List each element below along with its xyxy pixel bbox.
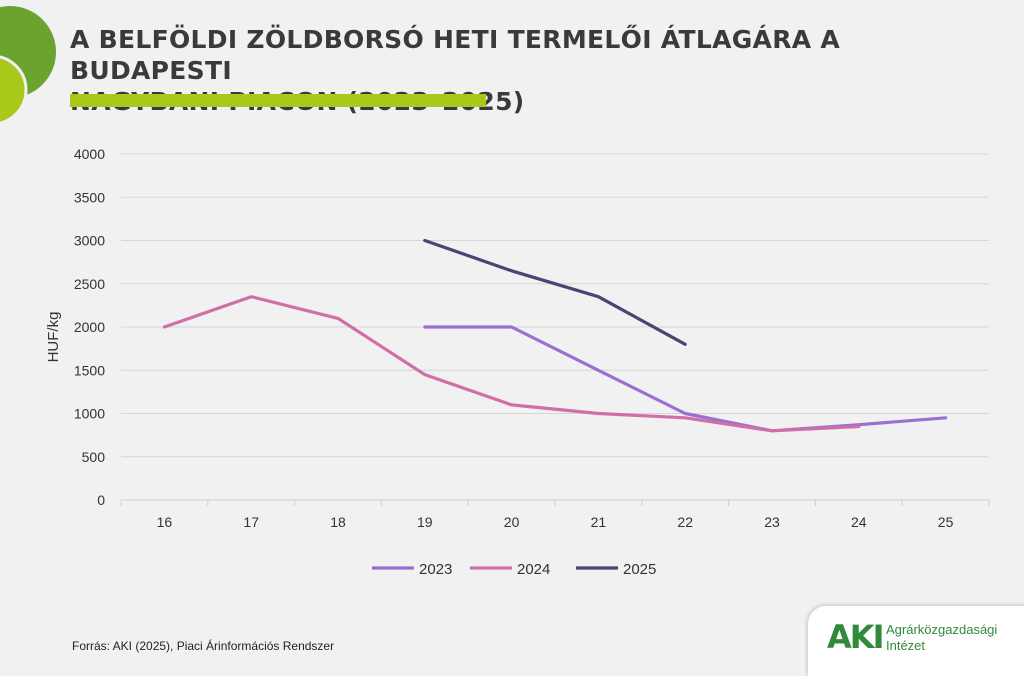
y-tick-label: 500 — [82, 449, 106, 465]
x-tick-label: 19 — [417, 514, 433, 530]
y-tick-label: 1000 — [74, 406, 105, 422]
title-underline-bar — [70, 94, 486, 107]
y-tick-label: 3500 — [74, 189, 105, 205]
corner-decoration — [0, 6, 56, 125]
y-tick-label: 3000 — [74, 233, 105, 249]
y-tick-label: 1500 — [74, 362, 105, 378]
legend: 2023 2024 2025 — [372, 561, 656, 578]
logo-text-line-2: Intézet — [886, 638, 926, 653]
grid-lines — [121, 153, 989, 458]
x-tick-label: 17 — [243, 514, 259, 530]
y-tick-label: 2000 — [74, 319, 105, 335]
x-tick-label: 21 — [591, 514, 607, 530]
chart-title-line-1: A BELFÖLDI ZÖLDBORSÓ HETI TERMELŐI ÁTLAG… — [70, 25, 841, 85]
x-tick-label: 22 — [677, 514, 693, 530]
legend-label-2023: 2023 — [419, 561, 452, 578]
y-tick-label: 2500 — [74, 276, 105, 292]
aki-logo-text: Agrárközgazdasági Intézet — [886, 622, 997, 654]
x-tick-label: 18 — [330, 514, 346, 530]
x-tick-label: 20 — [504, 514, 520, 530]
y-tick-label: 4000 — [74, 146, 105, 162]
x-tick-label: 16 — [157, 514, 173, 530]
x-axis: 16 17 18 19 20 21 22 23 24 25 — [120, 499, 990, 530]
x-tick-label: 23 — [764, 514, 780, 530]
aki-logo-mark: AKI — [827, 618, 884, 656]
logo-text-line-1: Agrárközgazdasági — [886, 622, 998, 637]
series-lines — [162, 238, 948, 433]
y-tick-label: 0 — [97, 492, 105, 508]
corner-circle-light — [0, 55, 28, 125]
y-axis-label: HUF/kg — [45, 312, 62, 363]
legend-label-2025: 2025 — [623, 561, 656, 578]
x-tick-label: 24 — [851, 514, 867, 530]
source-note: Forrás: AKI (2025), Piaci Árinformációs … — [72, 639, 335, 653]
series-line-2023 — [423, 325, 948, 433]
legend-label-2024: 2024 — [517, 561, 550, 578]
series-line-2025 — [423, 238, 687, 346]
y-tick-labels: 0 500 1000 1500 2000 2500 3000 3500 4000 — [74, 146, 105, 508]
x-tick-label: 25 — [938, 514, 954, 530]
series-line-2024 — [162, 295, 861, 433]
